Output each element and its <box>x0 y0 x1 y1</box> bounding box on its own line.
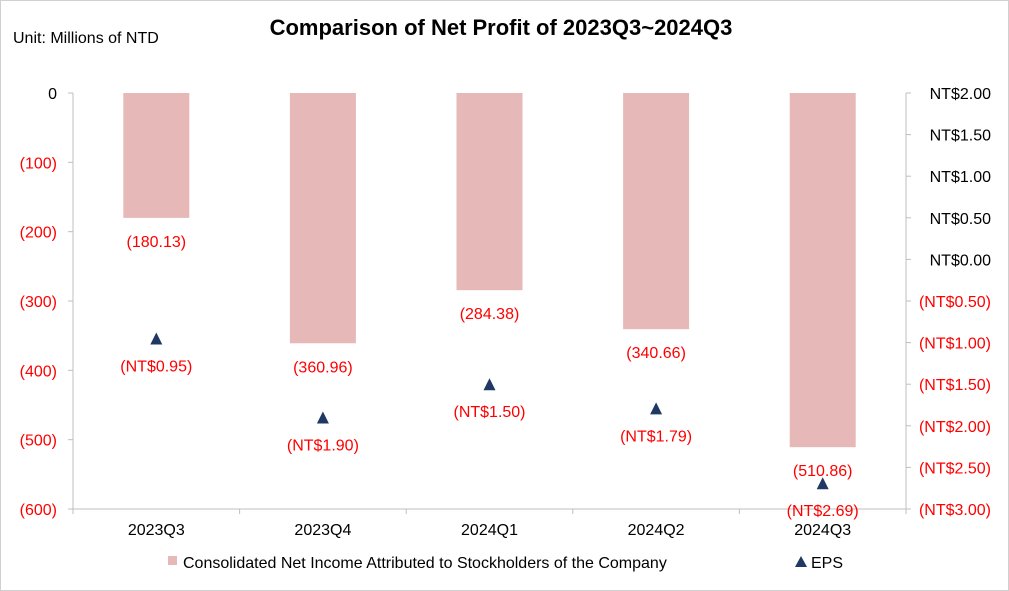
bar-data-label: (340.66) <box>626 345 686 362</box>
bar-data-label: (360.96) <box>293 359 353 376</box>
bar <box>289 93 356 344</box>
bar-data-labels: (180.13) (360.96) (284.38) (340.66) (510.86) <box>127 234 853 480</box>
legend-eps-marker <box>795 556 807 567</box>
unit-label: Unit: Millions of NTD <box>13 30 159 47</box>
right-tick-label: (NT$2.50) <box>919 460 991 477</box>
x-tick-label: 2024Q3 <box>794 522 851 539</box>
bar-series <box>123 93 856 448</box>
right-tick-label: NT$1.50 <box>930 128 991 145</box>
eps-marker <box>650 402 663 415</box>
x-tick-label: 2024Q2 <box>628 522 685 539</box>
bar-data-label: (284.38) <box>460 306 520 323</box>
left-tick-label: 0 <box>48 86 57 103</box>
eps-data-labels: (NT$0.95) (NT$1.90) (NT$1.50) (NT$1.79) (NT$… <box>120 358 858 520</box>
left-y-axis: 0 (100) (200) (300) (400) (500) (600) <box>20 86 74 519</box>
right-tick-label: NT$0.50 <box>930 211 991 228</box>
x-axis: 2023Q3 2023Q4 2024Q1 2024Q2 2024Q3 <box>72 508 907 539</box>
legend: Consolidated Net Income Attributed to St… <box>168 555 843 572</box>
eps-marker <box>150 332 163 345</box>
bar <box>456 93 523 291</box>
eps-data-label: (NT$1.50) <box>453 404 525 421</box>
bar <box>789 93 856 448</box>
right-y-axis: NT$2.00 NT$1.50 NT$1.00 NT$0.50 NT$0.00 (NT$0… <box>905 86 991 519</box>
right-tick-label: (NT$2.00) <box>919 419 991 436</box>
bar-data-label: (180.13) <box>127 234 187 251</box>
left-tick-label: (100) <box>20 155 57 172</box>
chart-title: Comparison of Net Profit of 2023Q3~2024Q… <box>270 15 733 40</box>
left-tick-label: (500) <box>20 433 57 450</box>
eps-marker <box>483 378 496 391</box>
eps-data-label: (NT$0.95) <box>120 358 192 375</box>
eps-marker <box>816 477 829 490</box>
right-tick-label: NT$1.00 <box>930 169 991 186</box>
eps-series <box>150 332 829 490</box>
left-tick-label: (200) <box>20 225 57 242</box>
eps-data-label: (NT$1.90) <box>287 437 359 454</box>
legend-bar-swatch <box>168 556 177 565</box>
eps-data-label: (NT$2.69) <box>787 503 859 520</box>
x-tick-label: 2024Q1 <box>461 522 518 539</box>
bar <box>623 93 690 330</box>
right-tick-label: (NT$1.50) <box>919 377 991 394</box>
right-tick-label: (NT$3.00) <box>919 502 991 519</box>
bar-data-label: (510.86) <box>793 463 853 480</box>
right-tick-label: NT$0.00 <box>930 252 991 269</box>
legend-eps-label: EPS <box>811 555 843 572</box>
eps-marker <box>316 411 329 424</box>
right-tick-label: NT$2.00 <box>930 86 991 103</box>
right-tick-label: (NT$0.50) <box>919 294 991 311</box>
right-tick-label: (NT$1.00) <box>919 336 991 353</box>
eps-data-label: (NT$1.79) <box>620 428 692 445</box>
left-tick-label: (300) <box>20 294 57 311</box>
left-tick-label: (600) <box>20 502 57 519</box>
x-tick-label: 2023Q3 <box>128 522 185 539</box>
legend-bar-label: Consolidated Net Income Attributed to St… <box>183 555 667 572</box>
bar <box>123 93 190 218</box>
left-tick-label: (400) <box>20 363 57 380</box>
x-tick-label: 2023Q4 <box>294 522 351 539</box>
